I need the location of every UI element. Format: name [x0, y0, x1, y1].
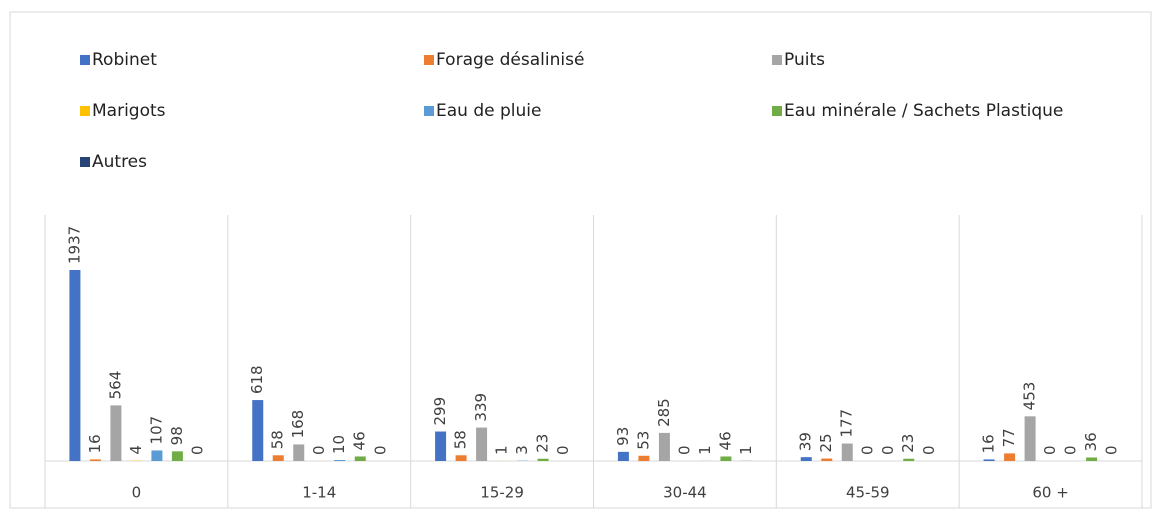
legend-swatch [424, 106, 434, 116]
data-label: 1 [696, 445, 714, 455]
x-tick-label: 1-14 [302, 484, 336, 502]
legend-label: Eau de pluie [436, 101, 541, 121]
bar [659, 433, 670, 461]
data-label: 53 [634, 431, 652, 450]
x-tick-label: 60 + [1032, 484, 1068, 502]
data-label: 107 [147, 416, 165, 445]
data-label: 10 [330, 435, 348, 454]
x-tick-label: 45-59 [846, 484, 890, 502]
data-label: 285 [655, 398, 673, 427]
legend-swatch [80, 106, 90, 116]
bar [90, 459, 101, 461]
data-label: 93 [614, 427, 632, 446]
legend-label: Eau minérale / Sachets Plastique [784, 101, 1063, 121]
bar [293, 444, 304, 461]
data-label: 16 [980, 434, 998, 453]
legend-label: Robinet [92, 50, 157, 70]
data-label: 58 [269, 430, 287, 449]
x-tick-label: 15-29 [480, 484, 524, 502]
bar [172, 451, 183, 461]
bar [151, 450, 162, 461]
x-tick-label: 0 [132, 484, 142, 502]
data-label: 564 [106, 371, 124, 400]
data-label: 0 [554, 445, 572, 455]
data-label: 0 [858, 445, 876, 455]
legend-label: Puits [784, 50, 825, 70]
data-label: 0 [371, 445, 389, 455]
data-label: 25 [817, 433, 835, 452]
data-label: 46 [351, 431, 369, 450]
legend-label: Autres [92, 152, 147, 172]
bar [801, 457, 812, 461]
data-label: 339 [472, 393, 490, 422]
bar [618, 452, 629, 461]
data-label: 77 [1000, 428, 1018, 447]
bar [720, 456, 731, 461]
data-label: 4 [127, 445, 145, 455]
legend-swatch [424, 55, 434, 65]
bar [1086, 457, 1097, 461]
bar [110, 405, 121, 461]
legend-swatch [80, 55, 90, 65]
bar [903, 459, 914, 461]
data-label: 3 [513, 445, 531, 455]
bar [638, 456, 649, 461]
bar [984, 459, 995, 461]
legend-swatch [80, 157, 90, 167]
data-label: 39 [797, 432, 815, 451]
data-label: 0 [188, 445, 206, 455]
data-label: 16 [86, 434, 104, 453]
data-label: 98 [168, 426, 186, 445]
data-label: 177 [838, 409, 856, 438]
data-label: 618 [248, 365, 266, 394]
bar [842, 444, 853, 461]
legend-label: Forage désalinisé [436, 50, 584, 70]
data-label: 453 [1021, 382, 1039, 411]
bar [1025, 416, 1036, 461]
bar [273, 455, 284, 461]
bar [435, 432, 446, 461]
bar [334, 460, 345, 461]
data-label: 1 [737, 445, 755, 455]
data-label: 1937 [65, 226, 83, 264]
data-label: 58 [452, 430, 470, 449]
bar [355, 456, 366, 461]
data-label: 23 [534, 434, 552, 453]
data-label: 46 [716, 431, 734, 450]
data-label: 299 [431, 397, 449, 426]
bar [456, 455, 467, 461]
data-label: 0 [1062, 445, 1080, 455]
bar [252, 400, 263, 461]
x-tick-label: 30-44 [663, 484, 707, 502]
data-label: 23 [899, 434, 917, 453]
bar [821, 459, 832, 461]
chart: Robinet Forage désalinisé Puits Marigots Eau… [0, 0, 1163, 511]
data-label: 0 [310, 445, 328, 455]
legend-label: Marigots [92, 101, 166, 121]
bar [538, 459, 549, 461]
bar [1004, 453, 1015, 461]
bar [69, 270, 80, 461]
data-label: 0 [879, 445, 897, 455]
data-label: 1 [493, 445, 511, 455]
data-label: 0 [1103, 445, 1121, 455]
data-label: 168 [289, 410, 307, 439]
data-label: 0 [920, 445, 938, 455]
legend-swatch [772, 55, 782, 65]
data-label: 0 [1041, 445, 1059, 455]
data-label: 0 [675, 445, 693, 455]
legend-swatch [772, 106, 782, 116]
bar [476, 428, 487, 461]
data-label: 36 [1082, 432, 1100, 451]
